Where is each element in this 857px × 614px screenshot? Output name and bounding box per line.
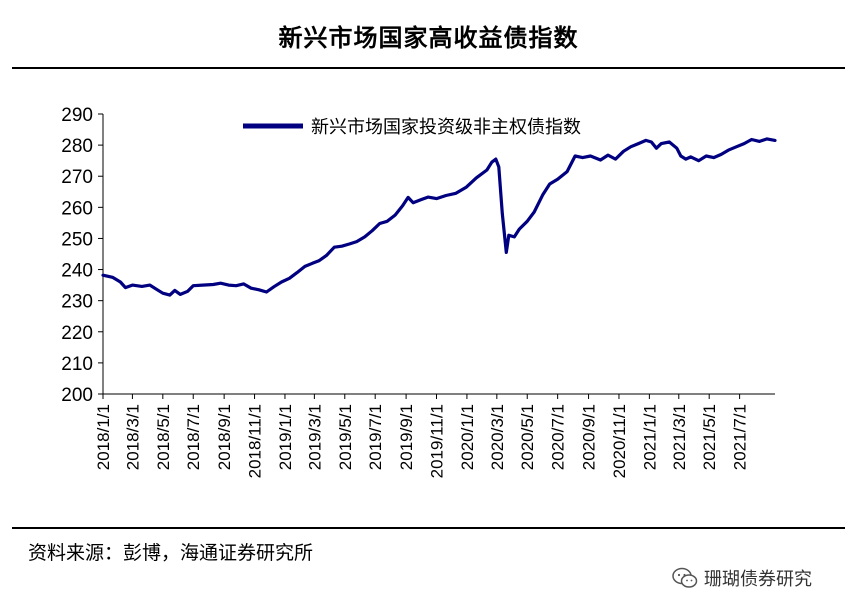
legend-label: 新兴市场国家投资级非主权债指数 [311,117,581,138]
x-tick-label: 2020/5/1 [518,404,537,470]
source-note: 资料来源：彭博，海通证券研究所 [28,542,314,564]
y-tick-label: 260 [61,198,93,219]
top-divider [12,67,845,69]
y-tick-label: 270 [61,167,93,188]
x-tick-label: 2019/5/1 [336,404,355,470]
watermark: 珊瑚债券研究 [672,565,812,591]
x-tick-label: 2019/11/1 [428,404,447,478]
x-tick-label: 2021/3/1 [670,404,689,470]
x-tick-label: 2019/3/1 [305,404,324,470]
series-line [101,137,777,297]
series-layer [101,137,777,297]
y-tick-label: 230 [61,292,93,313]
y-tick-label: 250 [61,229,93,250]
x-tick-label: 2018/9/1 [215,404,234,470]
x-tick-label: 2021/5/1 [700,404,719,470]
y-tick-label: 200 [61,385,93,406]
x-tick-label: 2018/11/1 [246,404,265,478]
x-tick-label: 2018/7/1 [184,404,203,470]
x-tick-label: 2018/3/1 [123,404,142,470]
x-tick-label: 2021/1/1 [640,404,659,470]
x-tick-label: 2021/7/1 [731,404,750,470]
x-tick-label: 2020/1/1 [458,404,477,470]
y-axis-ticks: 200 210 220 230 240 250 260 270 280 290 [61,105,103,406]
wechat-icon [672,567,698,588]
page-title: 新兴市场国家高收益债指数 [278,23,579,52]
x-tick-label: 2018/1/1 [94,404,113,470]
y-tick-label: 280 [61,136,93,157]
x-tick-label: 2018/5/1 [154,404,173,470]
x-tick-label: 2019/9/1 [397,404,416,470]
x-tick-label: 2020/11/1 [610,404,629,478]
x-tick-label: 2020/7/1 [549,404,568,470]
chart-axes [102,114,775,395]
watermark-text: 珊瑚债券研究 [704,569,812,590]
y-tick-label: 210 [61,354,93,375]
x-tick-label: 2019/1/1 [276,404,295,470]
y-tick-label: 240 [61,261,93,282]
bottom-divider [12,527,845,529]
chart-legend: 新兴市场国家投资级非主权债指数 [243,117,581,138]
x-tick-label: 2019/7/1 [366,404,385,470]
x-axis-ticks: 2018/1/1 2018/3/1 2018/5/1 2018/7/1 2018/9/1… [94,394,750,478]
y-tick-label: 290 [61,105,93,126]
x-tick-label: 2020/3/1 [488,404,507,470]
y-tick-label: 220 [61,323,93,344]
x-tick-label: 2020/9/1 [580,404,599,470]
